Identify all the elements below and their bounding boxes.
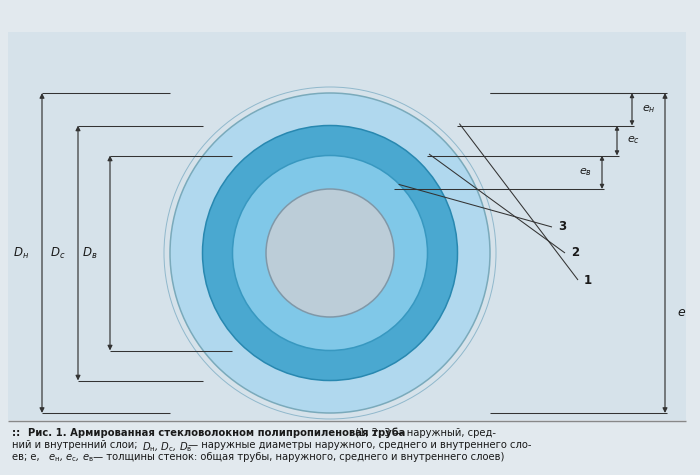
Ellipse shape <box>232 155 428 351</box>
Ellipse shape <box>202 125 458 380</box>
Text: — толщины стенок: общая трубы, наружного, среднего и внутреннего слоев): — толщины стенок: общая трубы, наружного… <box>90 452 505 462</box>
Text: $e_{\rm н}$, $e_{\rm с}$, $e_{\rm в}$: $e_{\rm н}$, $e_{\rm с}$, $e_{\rm в}$ <box>48 452 94 464</box>
Text: 1: 1 <box>584 274 592 286</box>
Text: 2: 2 <box>571 247 579 259</box>
Text: ний и внутренний слои;: ний и внутренний слои; <box>12 440 141 450</box>
Bar <box>8 32 686 420</box>
Text: $e$: $e$ <box>677 306 686 320</box>
Text: — наружные диаметры наружного, среднего и внутреннего сло-: — наружные диаметры наружного, среднего … <box>185 440 531 450</box>
Text: ::: :: <box>12 428 24 438</box>
Text: (1, 2, 3 — наружный, сред-: (1, 2, 3 — наружный, сред- <box>352 428 496 438</box>
Ellipse shape <box>266 189 394 317</box>
Text: 3: 3 <box>558 220 566 234</box>
Text: $D_{\mathregular{в}}$: $D_{\mathregular{в}}$ <box>81 246 97 261</box>
Text: ев; е,: ев; е, <box>12 452 43 462</box>
Text: $e_{\mathregular{н}}$: $e_{\mathregular{н}}$ <box>642 104 656 115</box>
Text: $D_{\mathregular{с}}$: $D_{\mathregular{с}}$ <box>50 246 65 261</box>
Text: $e_{\mathregular{с}}$: $e_{\mathregular{с}}$ <box>627 134 640 146</box>
Text: $D_{\rm н}$, $D_{\rm с}$, $D_{\rm в}$: $D_{\rm н}$, $D_{\rm с}$, $D_{\rm в}$ <box>142 440 193 454</box>
Text: Рис. 1. Армированная стекловолокном полипропиленовая труба: Рис. 1. Армированная стекловолокном поли… <box>28 428 405 438</box>
Ellipse shape <box>170 93 490 413</box>
Text: $e_{\mathregular{в}}$: $e_{\mathregular{в}}$ <box>579 166 592 178</box>
Text: $D_{\mathregular{н}}$: $D_{\mathregular{н}}$ <box>13 246 29 261</box>
